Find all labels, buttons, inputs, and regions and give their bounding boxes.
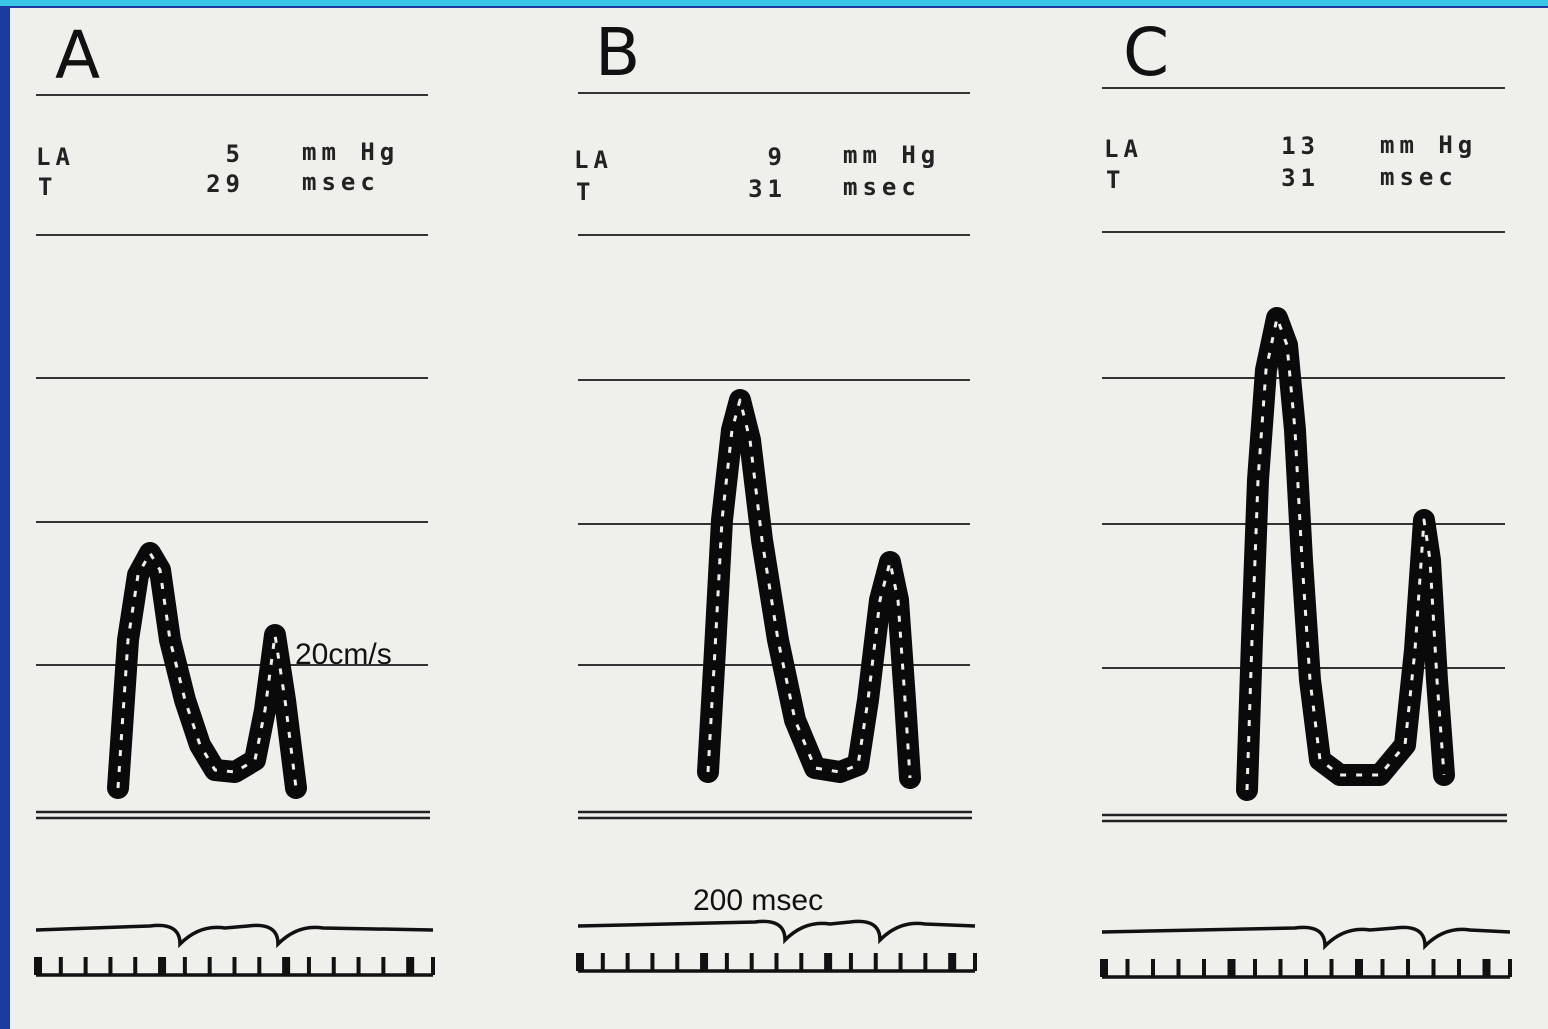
ruler-tick	[34, 957, 42, 975]
ruler-tick	[431, 957, 435, 975]
ruler-tick	[923, 953, 927, 971]
ruler-tick	[576, 953, 584, 971]
row-unit: mm Hg	[1380, 131, 1477, 159]
ruler-tick	[601, 953, 605, 971]
ruler-tick	[59, 957, 63, 975]
ruler-tick	[307, 957, 311, 975]
ruler-tick	[1177, 959, 1181, 977]
figure: A LA 5 mm Hg T 29 msec 20cm/s B LA 9 mm …	[0, 0, 1548, 1029]
page: A LA 5 mm Hg T 29 msec 20cm/s B LA 9 mm …	[0, 0, 1548, 1029]
row-unit: msec	[1380, 163, 1458, 191]
ruler-tick	[282, 957, 290, 975]
ruler-tick	[233, 957, 237, 975]
ruler-tick	[1355, 959, 1363, 977]
row-name: T	[576, 178, 595, 206]
annotation: 20cm/s	[295, 638, 392, 671]
row-name: LA	[574, 146, 613, 174]
row-value: 31	[748, 175, 787, 203]
row-unit: msec	[302, 168, 380, 196]
ruler-tick	[158, 957, 166, 975]
row-value: 5	[226, 140, 245, 168]
row-value: 31	[1281, 164, 1320, 192]
ruler-tick	[133, 957, 137, 975]
ruler-tick	[1304, 959, 1308, 977]
ruler-tick	[675, 953, 679, 971]
ruler-tick	[1151, 959, 1155, 977]
annotation: 200 msec	[693, 884, 823, 917]
ruler-tick	[750, 953, 754, 971]
ruler-tick	[849, 953, 853, 971]
row-unit: mm Hg	[843, 141, 940, 169]
row-name: T	[1106, 166, 1125, 194]
ruler-tick	[381, 957, 385, 975]
ruler-tick	[357, 957, 361, 975]
ruler-tick	[183, 957, 187, 975]
ruler-tick	[874, 953, 878, 971]
row-unit: mm Hg	[302, 138, 399, 166]
ruler-tick	[1253, 959, 1257, 977]
ruler-tick	[332, 957, 336, 975]
ruler-tick	[626, 953, 630, 971]
ruler-tick	[1279, 959, 1283, 977]
ruler-tick	[775, 953, 779, 971]
ruler-tick	[406, 957, 414, 975]
ruler-tick	[208, 957, 212, 975]
ruler-tick	[1100, 959, 1108, 977]
ruler-tick	[899, 953, 903, 971]
ruler-tick	[1330, 959, 1334, 977]
ruler-tick	[650, 953, 654, 971]
ruler-tick	[257, 957, 261, 975]
ruler-tick	[700, 953, 708, 971]
ruler-tick	[1457, 959, 1461, 977]
panel-label: C	[1123, 14, 1169, 91]
row-unit: msec	[843, 173, 921, 201]
ruler-tick	[1406, 959, 1410, 977]
ruler-tick	[824, 953, 832, 971]
row-value: 13	[1281, 132, 1320, 160]
row-name: LA	[36, 143, 75, 171]
ruler-tick	[1228, 959, 1236, 977]
panel-label: A	[55, 17, 100, 94]
ruler-tick	[1381, 959, 1385, 977]
ruler-tick	[1432, 959, 1436, 977]
ruler-tick	[973, 953, 977, 971]
ruler-tick	[799, 953, 803, 971]
row-name: T	[38, 173, 57, 201]
ruler-tick	[1508, 959, 1512, 977]
ruler-tick	[1126, 959, 1130, 977]
top-edge	[0, 0, 1548, 6]
panel-label: B	[595, 14, 640, 91]
ruler-tick	[948, 953, 956, 971]
ruler-tick	[84, 957, 88, 975]
ruler-tick	[1202, 959, 1206, 977]
ruler-tick	[1483, 959, 1491, 977]
ruler-tick	[725, 953, 729, 971]
row-value: 9	[768, 143, 787, 171]
row-name: LA	[1104, 135, 1143, 163]
row-value: 29	[206, 170, 245, 198]
ruler-tick	[108, 957, 112, 975]
